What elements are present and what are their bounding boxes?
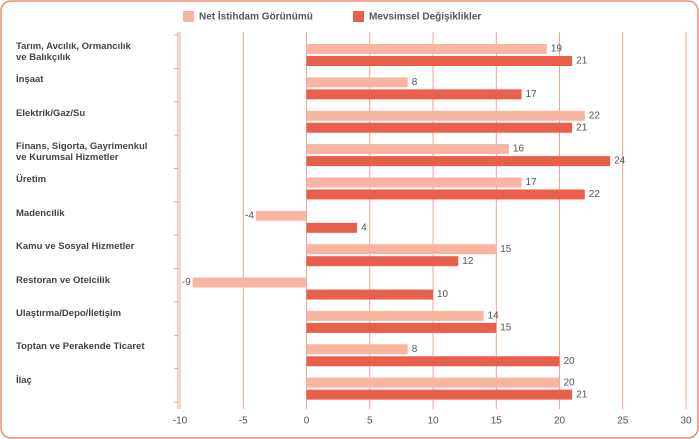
value-label: 8 <box>412 344 418 355</box>
value-label: 19 <box>551 44 563 55</box>
bar <box>306 222 358 233</box>
bar <box>306 56 573 66</box>
bar <box>306 310 484 321</box>
legend-swatch <box>183 11 194 22</box>
category-label: Kamu ve Sosyal Hizmetler <box>16 241 135 253</box>
category-label: Madencilik <box>16 207 65 219</box>
category-label-text: Ulaştırma/Depo/İletişim <box>16 307 122 319</box>
x-tick-label: 5 <box>367 416 373 427</box>
bar <box>306 389 573 400</box>
value-label: 21 <box>576 122 588 133</box>
bar <box>306 256 459 267</box>
legend-label: Net İstihdam Görünümü <box>199 10 313 23</box>
x-tick-label: 10 <box>427 416 439 427</box>
value-label: 22 <box>589 110 601 121</box>
bar <box>306 144 509 155</box>
value-label: 12 <box>462 256 474 267</box>
x-tick-label: -10 <box>173 416 188 427</box>
category-label-text: Elektrik/Gaz/Su <box>16 107 86 119</box>
bar <box>306 44 547 54</box>
bar <box>306 189 585 200</box>
x-tick-label: 25 <box>617 416 629 427</box>
bar <box>306 322 497 333</box>
category-label: Ulaştırma/Depo/İletişim <box>16 307 122 319</box>
category-label-text: Restoran ve Otelcilik <box>16 274 110 286</box>
category-label-text: İlaç <box>16 374 32 386</box>
value-label: 15 <box>500 323 512 334</box>
category-label: İnşaat <box>16 74 44 86</box>
value-label: 15 <box>500 244 512 255</box>
bar <box>306 177 522 188</box>
value-label: 8 <box>412 77 418 88</box>
bar <box>192 277 307 288</box>
bar <box>306 244 497 255</box>
value-label: 22 <box>589 189 601 200</box>
category-label-text: Tarım, Avcılık, Ormancılık ve Balıkçılık <box>16 41 131 63</box>
bar <box>255 210 307 221</box>
x-tick-label: 0 <box>304 416 310 427</box>
x-tick-label: -5 <box>239 416 248 427</box>
category-label-text: Üretim <box>16 174 47 186</box>
bar <box>306 344 408 355</box>
x-tick-label: 20 <box>554 416 566 427</box>
bar <box>306 77 408 88</box>
category-label: Üretim <box>16 174 47 186</box>
bar <box>306 89 522 100</box>
x-tick-label: 15 <box>491 416 503 427</box>
value-label: 20 <box>564 356 576 367</box>
category-label-text: Finans, Sigorta, Gayrimenkul ve Kurumsal… <box>16 141 148 164</box>
value-label: 17 <box>526 177 538 188</box>
value-label: 14 <box>488 311 500 322</box>
bar <box>306 377 560 388</box>
value-label: 16 <box>513 144 525 155</box>
value-label: 21 <box>576 56 588 67</box>
category-label-text: İnşaat <box>16 74 44 86</box>
bar <box>306 356 560 367</box>
category-label: Elektrik/Gaz/Su <box>16 107 86 119</box>
bar <box>306 156 611 167</box>
value-label: -4 <box>245 210 254 221</box>
value-label: -9 <box>182 277 191 288</box>
category-label: Toptan ve Perakende Ticaret <box>16 341 145 353</box>
category-label: Restoran ve Otelcilik <box>16 274 110 286</box>
bar <box>306 110 585 121</box>
legend-swatch <box>353 11 364 22</box>
category-label: Tarım, Avcılık, Ormancılık ve Balıkçılık <box>16 41 131 63</box>
category-label: Finans, Sigorta, Gayrimenkul ve Kurumsal… <box>16 141 148 164</box>
category-label-text: Madencilik <box>16 207 65 219</box>
x-tick-label: 30 <box>680 416 692 427</box>
value-label: 20 <box>564 377 576 388</box>
value-label: 21 <box>576 389 588 400</box>
category-label: İlaç <box>16 374 32 386</box>
value-label: 10 <box>437 289 449 300</box>
value-label: 4 <box>361 222 367 233</box>
value-label: 24 <box>614 156 626 167</box>
bar <box>306 289 433 300</box>
legend-label: Mevsimsel Değişiklikler <box>369 12 481 23</box>
value-label: 17 <box>526 89 538 100</box>
category-label-text: Kamu ve Sosyal Hizmetler <box>16 241 135 253</box>
category-label-text: Toptan ve Perakende Ticaret <box>16 341 145 353</box>
bar <box>306 122 573 133</box>
